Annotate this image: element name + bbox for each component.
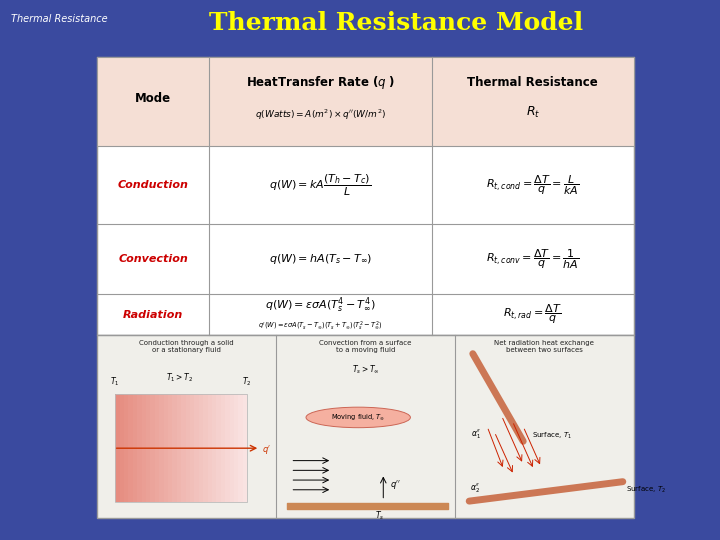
Bar: [168, 394, 172, 502]
Text: Thermal Resistance: Thermal Resistance: [467, 76, 598, 89]
Bar: [177, 394, 181, 502]
Text: $T_2$: $T_2$: [243, 375, 252, 388]
Text: $q'$: $q'$: [261, 443, 271, 456]
Bar: [172, 394, 177, 502]
Bar: [150, 394, 155, 502]
Bar: [203, 394, 207, 502]
Bar: [128, 394, 132, 502]
Text: Net radiation heat exchange
between two surfaces: Net radiation heat exchange between two …: [494, 340, 594, 353]
Bar: [115, 394, 120, 502]
Bar: [97, 335, 634, 518]
Bar: [221, 394, 225, 502]
Bar: [207, 394, 212, 502]
Bar: [115, 394, 247, 502]
Bar: [212, 394, 217, 502]
Text: $T_s > T_\infty$: $T_s > T_\infty$: [351, 363, 379, 376]
Text: Convection from a surface
to a moving fluid: Convection from a surface to a moving fl…: [319, 340, 412, 353]
Text: Convection: Convection: [118, 254, 188, 264]
Text: $T_1 > T_2$: $T_1 > T_2$: [166, 372, 193, 384]
Bar: [159, 394, 163, 502]
Text: $R_{t,cond} = \dfrac{\Delta T}{q} = \dfrac{L}{kA}$: $R_{t,cond} = \dfrac{\Delta T}{q} = \dfr…: [486, 173, 580, 197]
Bar: [124, 394, 128, 502]
Text: Surface, $T_1$: Surface, $T_1$: [532, 431, 572, 441]
Bar: [190, 394, 194, 502]
Bar: [225, 394, 230, 502]
Text: HeatTransfer Rate ($q$ ): HeatTransfer Rate ($q$ ): [246, 74, 395, 91]
Bar: [155, 394, 159, 502]
Text: $R_{t,rad} = \dfrac{\Delta T}{q}$: $R_{t,rad} = \dfrac{\Delta T}{q}$: [503, 303, 562, 326]
Text: $q(W) = hA(T_s - T_\infty)$: $q(W) = hA(T_s - T_\infty)$: [269, 252, 372, 266]
Bar: [132, 394, 138, 502]
Bar: [97, 57, 634, 146]
Text: $q(W) = \epsilon\sigma A(T_s^4 - T_\infty^4)$: $q(W) = \epsilon\sigma A(T_s^4 - T_\inft…: [265, 295, 376, 315]
Text: Conduction through a solid
or a stationary fluid: Conduction through a solid or a stationa…: [139, 340, 234, 353]
Bar: [217, 394, 221, 502]
Bar: [138, 394, 142, 502]
Bar: [97, 57, 634, 335]
Ellipse shape: [306, 407, 410, 428]
Text: Thermal Resistance: Thermal Resistance: [11, 14, 107, 24]
Bar: [194, 394, 199, 502]
Bar: [199, 394, 203, 502]
Bar: [230, 394, 234, 502]
Text: $R_{t,conv} = \dfrac{\Delta T}{q} = \dfrac{1}{hA}$: $R_{t,conv} = \dfrac{\Delta T}{q} = \dfr…: [486, 247, 580, 271]
Text: Surface, $T_2$: Surface, $T_2$: [626, 484, 667, 495]
Text: $q(W) = kA\dfrac{(T_h - T_c)}{L}$: $q(W) = kA\dfrac{(T_h - T_c)}{L}$: [269, 172, 372, 198]
Text: $R_t$: $R_t$: [526, 105, 540, 119]
Bar: [238, 394, 243, 502]
Bar: [163, 394, 168, 502]
Text: $T_s$: $T_s$: [375, 510, 384, 522]
Text: $q''$: $q''$: [390, 478, 401, 491]
Text: $q(Watts) = A(m^2) \times q''(W/m^2)$: $q(Watts) = A(m^2) \times q''(W/m^2)$: [255, 107, 386, 122]
Bar: [142, 394, 146, 502]
Bar: [243, 394, 247, 502]
Text: $q'(W) = \epsilon\sigma A(T_s - T_\infty)(T_s + T_\infty)(T_s^2 - T_\infty^2)$: $q'(W) = \epsilon\sigma A(T_s - T_\infty…: [258, 320, 383, 333]
Text: $\alpha_2''$: $\alpha_2''$: [470, 482, 480, 496]
Bar: [181, 394, 186, 502]
Text: $\alpha_1''$: $\alpha_1''$: [472, 428, 482, 442]
Text: Moving fluid, $T_\infty$: Moving fluid, $T_\infty$: [331, 413, 385, 422]
Text: Radiation: Radiation: [123, 309, 183, 320]
Text: $T_1$: $T_1$: [110, 375, 120, 388]
Text: Thermal Resistance Model: Thermal Resistance Model: [209, 11, 583, 35]
Bar: [186, 394, 190, 502]
Bar: [234, 394, 238, 502]
Bar: [146, 394, 150, 502]
Bar: [120, 394, 124, 502]
Text: Mode: Mode: [135, 92, 171, 105]
Text: Conduction: Conduction: [117, 180, 189, 190]
